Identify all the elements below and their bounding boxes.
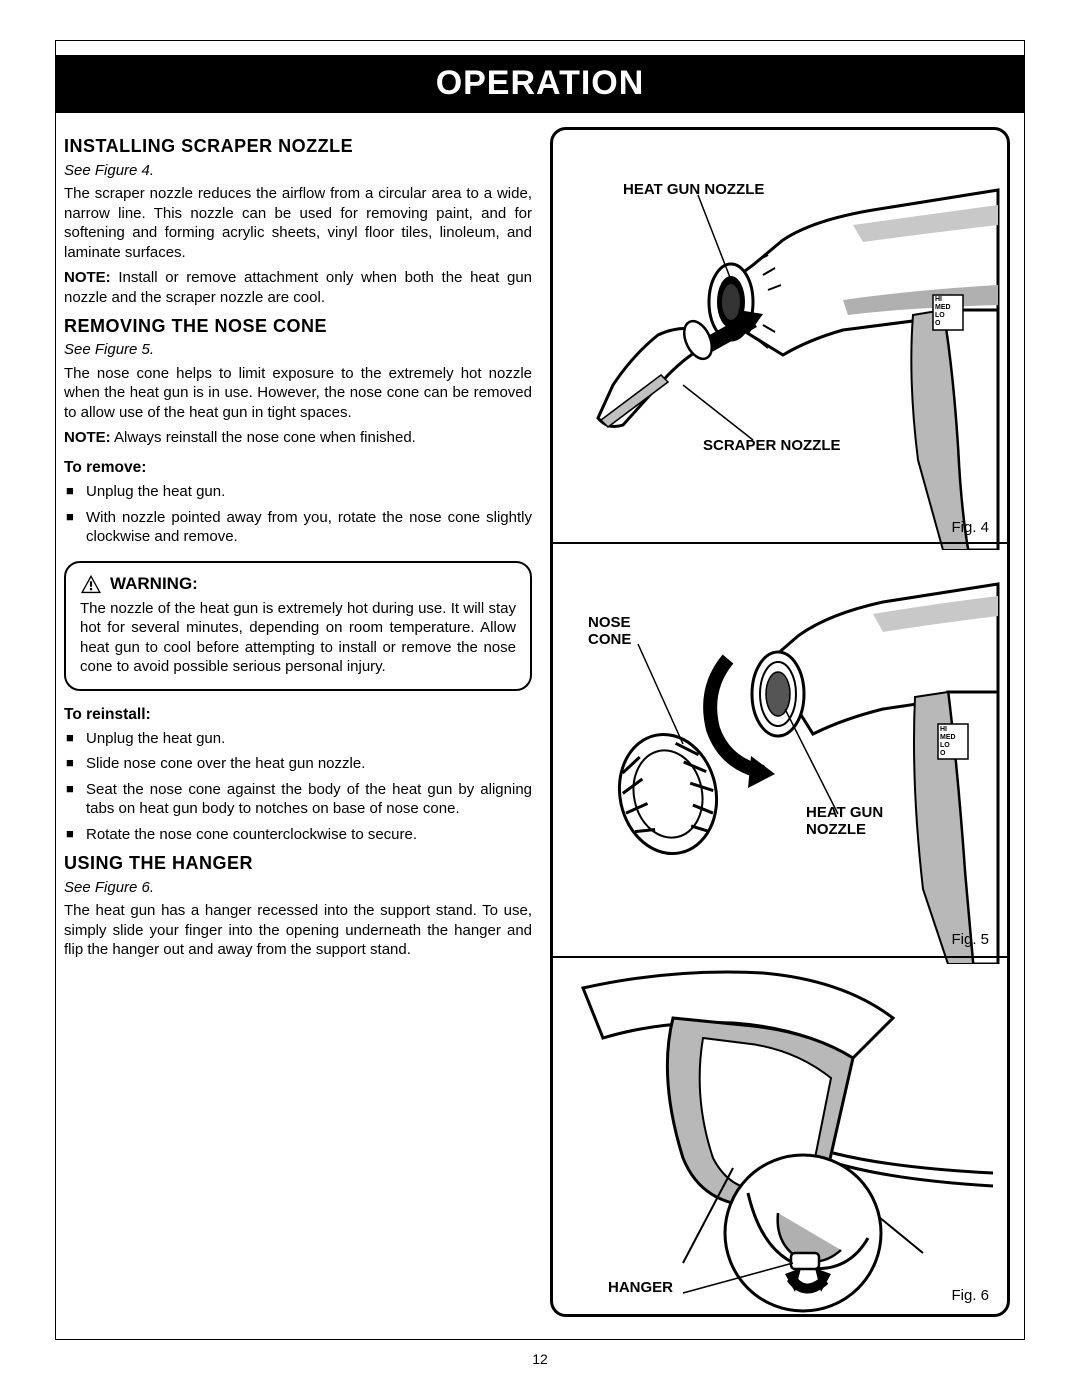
to-remove-head: To remove:	[64, 458, 532, 478]
list-item: Rotate the nose cone counterclockwise to…	[64, 825, 532, 845]
install-scraper-note: NOTE: Install or remove attachment only …	[64, 268, 532, 307]
fig4-label-scraper-nozzle: SCRAPER NOZZLE	[703, 436, 841, 456]
note-text: Install or remove attachment only when b…	[64, 269, 532, 306]
warning-body: The nozzle of the heat gun is extremely …	[80, 599, 516, 677]
page-number: 12	[55, 1350, 1025, 1368]
fig5-label-nosecone: NOSECONE	[588, 614, 631, 648]
fig6-label-hanger: HANGER	[608, 1278, 673, 1298]
heading-install-scraper: INSTALLING SCRAPER NOZZLE	[64, 135, 532, 158]
warning-label: WARNING:	[110, 573, 198, 595]
hanger-para: The heat gun has a hanger recessed into …	[64, 901, 532, 960]
fig4-label-heatgun-nozzle: HEAT GUN NOZZLE	[623, 180, 764, 200]
see-figure-6: See Figure 6.	[64, 878, 532, 898]
note-label: NOTE:	[64, 269, 111, 286]
remove-steps-list: Unplug the heat gun. With nozzle pointed…	[64, 482, 532, 547]
list-item: Unplug the heat gun.	[64, 729, 532, 749]
remove-cone-para: The nose cone helps to limit exposure to…	[64, 364, 532, 423]
page-section-header: OPERATION	[56, 55, 1024, 113]
fig5-switch-labels: HIMEDLOO	[940, 726, 956, 758]
fig4-illustration	[553, 130, 1007, 550]
fig5-label-heatgun-nozzle: HEAT GUNNOZZLE	[806, 804, 883, 838]
fig5-caption: Fig. 5	[951, 930, 989, 950]
fig6-caption: Fig. 6	[951, 1286, 989, 1306]
heading-hanger: USING THE HANGER	[64, 852, 532, 875]
install-scraper-para: The scraper nozzle reduces the airflow f…	[64, 184, 532, 262]
fig5-illustration	[553, 544, 1007, 964]
warning-heading: WARNING:	[80, 573, 516, 595]
list-item: Seat the nose cone against the body of t…	[64, 780, 532, 819]
figures-panel: HEAT GUN NOZZLE SCRAPER NOZZLE HIMEDLOO …	[550, 127, 1010, 1317]
reinstall-steps-list: Unplug the heat gun. Slide nose cone ove…	[64, 729, 532, 845]
list-item: Unplug the heat gun.	[64, 482, 532, 502]
list-item: Slide nose cone over the heat gun nozzle…	[64, 754, 532, 774]
remove-cone-note: NOTE: Always reinstall the nose cone whe…	[64, 428, 532, 448]
list-item: With nozzle pointed away from you, rotat…	[64, 508, 532, 547]
warning-box: WARNING: The nozzle of the heat gun is e…	[64, 561, 532, 691]
to-reinstall-head: To reinstall:	[64, 705, 532, 725]
see-figure-5: See Figure 5.	[64, 340, 532, 360]
see-figure-4: See Figure 4.	[64, 161, 532, 181]
fig4-switch-labels: HIMEDLOO	[935, 296, 951, 328]
fig4-caption: Fig. 4	[951, 518, 989, 538]
fig6-illustration	[553, 958, 1007, 1314]
right-figures-column: HEAT GUN NOZZLE SCRAPER NOZZLE HIMEDLOO …	[550, 127, 1010, 1317]
note-label: NOTE:	[64, 429, 111, 446]
warning-triangle-icon	[80, 574, 102, 594]
heading-remove-cone: REMOVING THE NOSE CONE	[64, 315, 532, 338]
left-text-column: INSTALLING SCRAPER NOZZLE See Figure 4. …	[64, 127, 532, 1317]
note-text: Always reinstall the nose cone when fini…	[114, 429, 416, 446]
